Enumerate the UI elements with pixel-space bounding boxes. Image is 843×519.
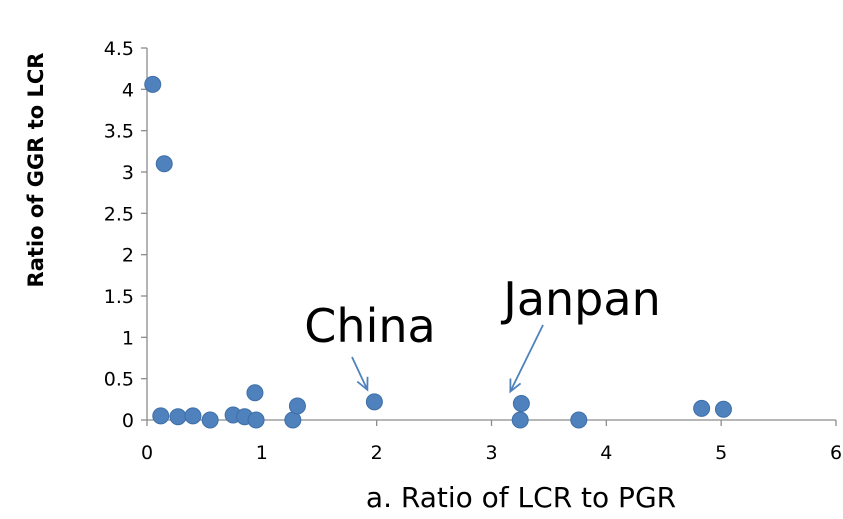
annotation-label: Janpan	[500, 272, 660, 326]
y-tick-label: 4	[122, 79, 134, 101]
y-axis-title: Ratio of GGR to LCR	[24, 53, 48, 288]
x-tick-label: 2	[371, 442, 383, 464]
annotation-arrow	[351, 356, 369, 391]
x-tick-label: 1	[256, 442, 268, 464]
data-points	[144, 75, 732, 429]
data-point	[693, 399, 711, 417]
annotation-arrow	[509, 324, 544, 392]
data-point	[169, 408, 187, 426]
y-tick-label: 1.5	[104, 286, 134, 308]
data-point	[365, 393, 383, 411]
y-tick-label: 1	[122, 327, 134, 349]
x-tick-labels: 0 1 2 3 4 5 6	[141, 442, 842, 464]
y-tick-label: 4.5	[104, 38, 134, 60]
data-point	[288, 397, 306, 415]
x-tick-label: 3	[485, 442, 497, 464]
annotations: China Janpan	[304, 272, 661, 394]
data-point	[247, 411, 265, 429]
annotation-label: China	[304, 299, 435, 353]
y-tick-label: 2	[122, 245, 134, 267]
data-point	[144, 75, 162, 93]
x-tick-label: 4	[600, 442, 612, 464]
y-tick-label: 0	[122, 410, 134, 432]
y-tick-label: 3.5	[104, 121, 134, 143]
x-tick-label: 6	[830, 442, 842, 464]
y-tick-label: 3	[122, 162, 134, 184]
data-point	[512, 394, 530, 412]
x-tick-label: 0	[141, 442, 153, 464]
data-point	[246, 384, 264, 402]
annotation-arrowhead	[509, 378, 522, 394]
data-point	[714, 400, 732, 418]
data-point	[511, 411, 529, 429]
y-tick-label: 2.5	[104, 203, 134, 225]
data-point	[155, 155, 173, 173]
x-tick-label: 5	[715, 442, 727, 464]
data-point	[184, 407, 202, 425]
x-axis-title: a. Ratio of LCR to PGR	[366, 481, 676, 514]
annotation-arrowhead	[356, 376, 369, 392]
axis-ticks	[141, 47, 837, 426]
data-point	[284, 411, 302, 429]
data-point	[570, 411, 588, 429]
y-tick-labels: 0 0.5 1 1.5 2 2.5 3 3.5 4 4.5	[104, 38, 134, 432]
y-tick-label: 0.5	[104, 369, 134, 391]
data-point	[152, 407, 170, 425]
data-point	[201, 411, 219, 429]
